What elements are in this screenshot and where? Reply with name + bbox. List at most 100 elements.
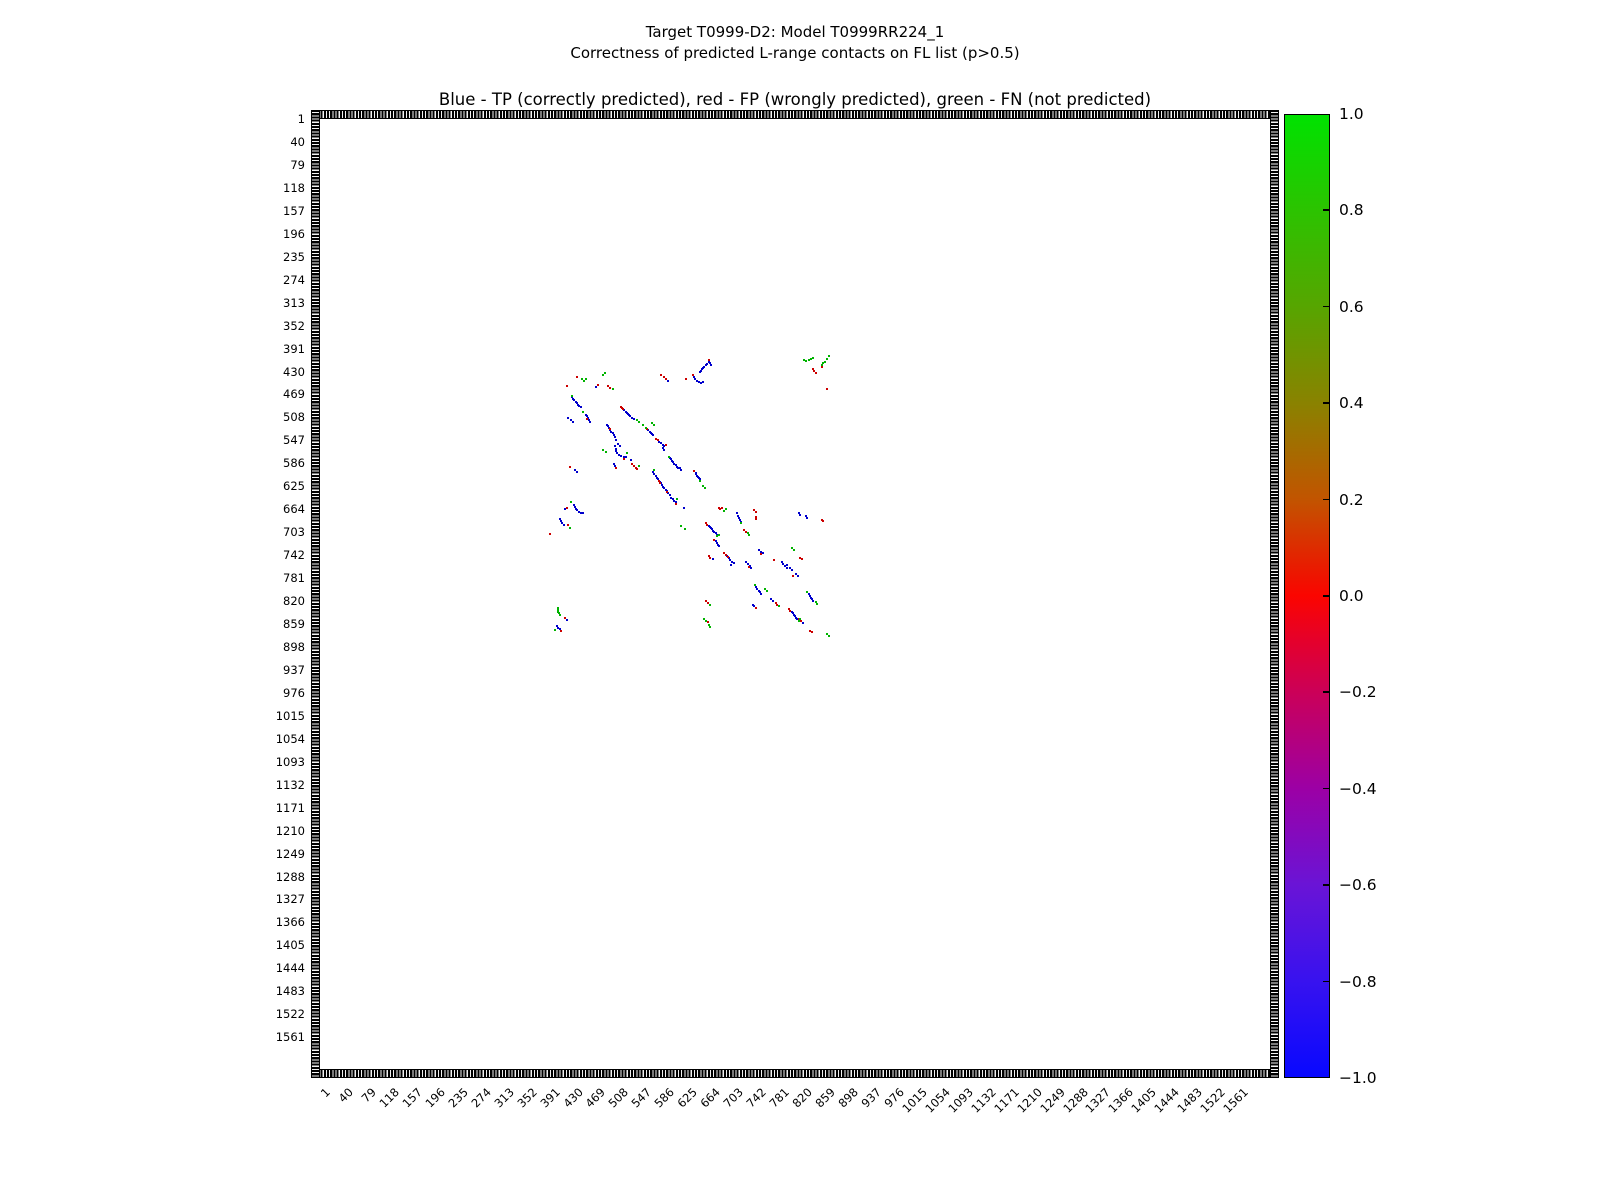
tp-point	[670, 496, 673, 499]
tp-point	[736, 514, 739, 517]
tp-point	[673, 462, 676, 465]
fp-point	[607, 385, 610, 388]
fn-point	[570, 395, 573, 398]
tp-point	[572, 397, 575, 400]
tp-point	[801, 621, 804, 624]
tp-point	[575, 507, 577, 510]
tp-point	[812, 600, 815, 603]
fn-point	[807, 359, 810, 362]
tp-point	[563, 508, 566, 511]
y-tick-label: 859	[283, 617, 305, 632]
fn-point	[582, 379, 585, 382]
tp-point	[572, 421, 575, 424]
fn-point	[581, 410, 584, 413]
fn-point	[809, 358, 812, 361]
tp-point	[655, 476, 658, 479]
fp-point	[713, 538, 716, 541]
tp-point	[730, 563, 733, 566]
tp-point	[711, 557, 714, 560]
fp-point	[755, 518, 758, 521]
fp-point	[586, 417, 589, 420]
plot-border-bottom	[311, 1069, 1279, 1078]
fn-point	[802, 358, 805, 361]
colorbar-tick	[1323, 884, 1330, 886]
tp-point	[663, 444, 666, 447]
fn-point	[824, 360, 826, 363]
y-tick-label: 391	[283, 341, 305, 356]
colorbar-tick	[1323, 209, 1330, 211]
tp-point	[704, 364, 707, 366]
fn-point	[822, 362, 825, 365]
fn-point	[645, 427, 648, 429]
y-tick-label: 1171	[275, 800, 305, 815]
tp-point	[582, 511, 585, 514]
fp-point	[548, 533, 551, 535]
tp-point	[580, 511, 583, 514]
fp-point	[820, 365, 823, 368]
tp-point	[790, 611, 793, 614]
y-tick-label: 1561	[275, 1030, 305, 1045]
fn-point	[603, 372, 606, 375]
tp-point	[663, 487, 666, 490]
fp-point	[568, 465, 571, 468]
fp-point	[820, 518, 823, 521]
fp-point	[685, 378, 688, 381]
plot-border-left	[311, 110, 320, 1078]
fn-point	[748, 534, 751, 537]
tp-point	[732, 562, 735, 565]
y-tick-label: 313	[283, 295, 305, 310]
tp-point	[630, 459, 633, 462]
tp-point	[666, 491, 669, 494]
tp-point	[745, 561, 748, 564]
tp-point	[654, 474, 657, 477]
y-tick-label: 625	[283, 479, 305, 494]
fn-point	[568, 526, 571, 529]
tp-point	[578, 510, 580, 513]
y-tick-label: 703	[283, 525, 305, 540]
tp-point	[653, 472, 656, 475]
tp-point	[661, 485, 664, 488]
fn-point	[820, 364, 823, 366]
tp-point	[785, 566, 788, 569]
tp-point	[702, 367, 705, 369]
tp-point	[606, 425, 609, 428]
fp-point	[825, 387, 828, 390]
tp-point	[781, 561, 784, 564]
tp-point	[727, 557, 730, 560]
tp-point	[750, 566, 753, 569]
tp-point	[708, 362, 711, 365]
tp-point	[698, 381, 701, 384]
fn-point	[680, 525, 683, 528]
tp-point	[608, 427, 610, 429]
fp-point	[772, 558, 775, 561]
tp-point	[625, 411, 628, 414]
fn-point	[825, 633, 828, 635]
fp-point	[754, 510, 757, 513]
y-tick-label: 1444	[275, 961, 305, 976]
tp-point	[701, 368, 703, 371]
fn-point	[811, 357, 814, 359]
fp-point	[631, 462, 633, 465]
fp-point	[801, 558, 804, 561]
tp-point	[658, 440, 660, 443]
y-tick-label: 976	[283, 685, 305, 700]
fn-point	[642, 424, 645, 427]
fp-point	[632, 464, 635, 467]
fn-point	[569, 501, 572, 504]
fp-point	[622, 408, 625, 411]
tp-point	[624, 410, 627, 413]
tp-point	[769, 598, 772, 601]
tp-point	[610, 430, 613, 433]
y-tick-label: 508	[283, 410, 305, 425]
tp-point	[595, 385, 598, 388]
colorbar-tick-label: −0.2	[1339, 683, 1377, 702]
fn-point	[683, 527, 686, 530]
fn-point	[651, 421, 653, 424]
tp-point	[709, 527, 712, 530]
tp-point	[588, 418, 590, 421]
tp-point	[628, 414, 630, 417]
tp-point	[573, 469, 576, 472]
fn-point	[602, 374, 605, 376]
fp-point	[705, 600, 708, 603]
